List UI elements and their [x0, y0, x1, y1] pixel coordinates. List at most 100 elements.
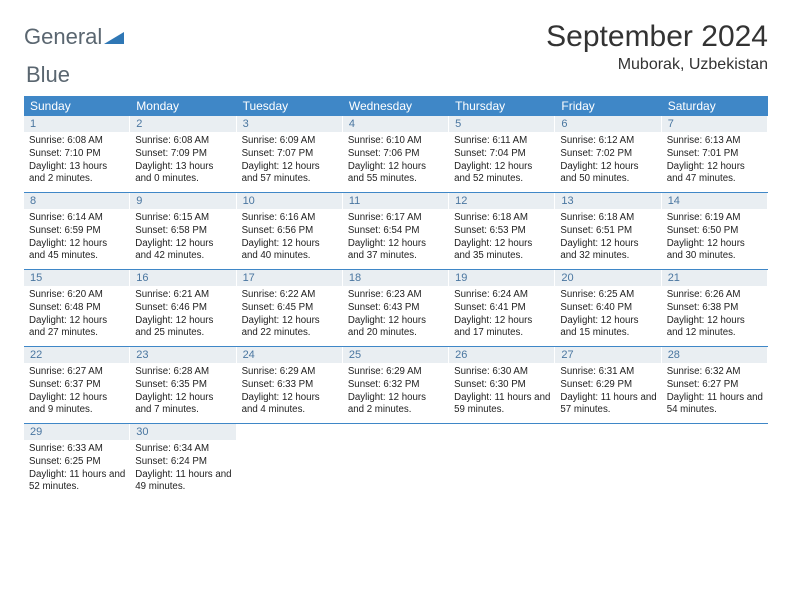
day-number: 5	[449, 116, 555, 132]
sunset-text: Sunset: 6:43 PM	[348, 302, 444, 315]
sunrise-text: Sunrise: 6:24 AM	[454, 289, 550, 302]
sunrise-text: Sunrise: 6:21 AM	[135, 289, 231, 302]
day-details: Sunrise: 6:28 AMSunset: 6:35 PMDaylight:…	[130, 363, 236, 423]
sunset-text: Sunset: 6:32 PM	[348, 379, 444, 392]
logo-triangle-icon	[104, 24, 124, 50]
calendar-day-cell	[555, 424, 661, 501]
sunset-text: Sunset: 7:06 PM	[348, 148, 444, 161]
day-details: Sunrise: 6:32 AMSunset: 6:27 PMDaylight:…	[662, 363, 768, 423]
calendar-day-cell: 8Sunrise: 6:14 AMSunset: 6:59 PMDaylight…	[24, 193, 130, 270]
calendar-day-cell: 21Sunrise: 6:26 AMSunset: 6:38 PMDayligh…	[662, 270, 768, 347]
day-details: Sunrise: 6:12 AMSunset: 7:02 PMDaylight:…	[555, 132, 661, 192]
daylight-text: Daylight: 11 hours and 59 minutes.	[454, 392, 550, 418]
calendar-day-cell: 28Sunrise: 6:32 AMSunset: 6:27 PMDayligh…	[662, 347, 768, 424]
day-details: Sunrise: 6:23 AMSunset: 6:43 PMDaylight:…	[343, 286, 449, 346]
sunrise-text: Sunrise: 6:32 AM	[667, 366, 763, 379]
sunset-text: Sunset: 7:04 PM	[454, 148, 550, 161]
day-number: 26	[449, 347, 555, 363]
sunset-text: Sunset: 6:35 PM	[135, 379, 231, 392]
calendar-day-cell: 4Sunrise: 6:10 AMSunset: 7:06 PMDaylight…	[343, 116, 449, 193]
sunset-text: Sunset: 6:37 PM	[29, 379, 125, 392]
calendar-day-cell	[343, 424, 449, 501]
day-number: 22	[24, 347, 130, 363]
sunrise-text: Sunrise: 6:25 AM	[560, 289, 656, 302]
day-details: Sunrise: 6:31 AMSunset: 6:29 PMDaylight:…	[555, 363, 661, 423]
weekday-header: Sunday	[24, 96, 130, 116]
day-number: 25	[343, 347, 449, 363]
calendar-week-row: 29Sunrise: 6:33 AMSunset: 6:25 PMDayligh…	[24, 424, 768, 501]
calendar-day-cell: 19Sunrise: 6:24 AMSunset: 6:41 PMDayligh…	[449, 270, 555, 347]
daylight-text: Daylight: 12 hours and 42 minutes.	[135, 238, 231, 264]
daylight-text: Daylight: 12 hours and 20 minutes.	[348, 315, 444, 341]
sunrise-text: Sunrise: 6:17 AM	[348, 212, 444, 225]
sunrise-text: Sunrise: 6:19 AM	[667, 212, 763, 225]
day-number: 28	[662, 347, 768, 363]
sunrise-text: Sunrise: 6:08 AM	[29, 135, 125, 148]
sunset-text: Sunset: 6:46 PM	[135, 302, 231, 315]
logo: General	[24, 20, 124, 50]
sunset-text: Sunset: 6:30 PM	[454, 379, 550, 392]
sunrise-text: Sunrise: 6:22 AM	[242, 289, 338, 302]
sunrise-text: Sunrise: 6:34 AM	[135, 443, 231, 456]
day-number: 14	[662, 193, 768, 209]
daylight-text: Daylight: 12 hours and 55 minutes.	[348, 161, 444, 187]
day-number: 11	[343, 193, 449, 209]
calendar-day-cell: 25 Sunrise: 6:29 AMSunset: 6:32 PMDayligh…	[343, 347, 449, 424]
day-number: 8	[24, 193, 130, 209]
sunset-text: Sunset: 6:40 PM	[560, 302, 656, 315]
sunrise-text: Sunrise: 6:18 AM	[560, 212, 656, 225]
day-details: Sunrise: 6:24 AMSunset: 6:41 PMDaylight:…	[449, 286, 555, 346]
calendar-day-cell: 6Sunrise: 6:12 AMSunset: 7:02 PMDaylight…	[555, 116, 661, 193]
calendar-week-row: 22Sunrise: 6:27 AMSunset: 6:37 PMDayligh…	[24, 347, 768, 424]
sunset-text: Sunset: 6:27 PM	[667, 379, 763, 392]
calendar-day-cell: 14 Sunrise: 6:19 AMSunset: 6:50 PMDayligh…	[662, 193, 768, 270]
day-details: Sunrise: 6:34 AMSunset: 6:24 PMDaylight:…	[130, 440, 236, 500]
sunset-text: Sunset: 6:25 PM	[29, 456, 125, 469]
sunrise-text: Sunrise: 6:10 AM	[348, 135, 444, 148]
calendar-day-cell: 7Sunrise: 6:13 AMSunset: 7:01 PMDaylight…	[662, 116, 768, 193]
day-details: Sunrise: 6:21 AMSunset: 6:46 PMDaylight:…	[130, 286, 236, 346]
calendar-day-cell: 26Sunrise: 6:30 AMSunset: 6:30 PMDayligh…	[449, 347, 555, 424]
sunset-text: Sunset: 6:38 PM	[667, 302, 763, 315]
sunrise-text: Sunrise: 6:16 AM	[242, 212, 338, 225]
daylight-text: Daylight: 12 hours and 22 minutes.	[242, 315, 338, 341]
daylight-text: Daylight: 12 hours and 30 minutes.	[667, 238, 763, 264]
day-details: Sunrise: 6:16 AMSunset: 6:56 PMDaylight:…	[237, 209, 343, 269]
day-details: Sunrise: 6:17 AMSunset: 6:54 PMDaylight:…	[343, 209, 449, 269]
sunset-text: Sunset: 6:56 PM	[242, 225, 338, 238]
calendar-day-cell: 18Sunrise: 6:23 AMSunset: 6:43 PMDayligh…	[343, 270, 449, 347]
daylight-text: Daylight: 12 hours and 2 minutes.	[348, 392, 444, 418]
sunset-text: Sunset: 6:54 PM	[348, 225, 444, 238]
calendar-day-cell	[449, 424, 555, 501]
sunrise-text: Sunrise: 6:26 AM	[667, 289, 763, 302]
calendar-day-cell: 15Sunrise: 6:20 AMSunset: 6:48 PMDayligh…	[24, 270, 130, 347]
day-number: 12	[449, 193, 555, 209]
day-number: 17	[237, 270, 343, 286]
weekday-header: Wednesday	[343, 96, 449, 116]
sunrise-text: Sunrise: 6:18 AM	[454, 212, 550, 225]
sunset-text: Sunset: 6:51 PM	[560, 225, 656, 238]
day-number: 7	[662, 116, 768, 132]
day-details: Sunrise: 6:18 AMSunset: 6:51 PMDaylight:…	[555, 209, 661, 269]
daylight-text: Daylight: 13 hours and 0 minutes.	[135, 161, 231, 187]
daylight-text: Daylight: 12 hours and 50 minutes.	[560, 161, 656, 187]
daylight-text: Daylight: 11 hours and 57 minutes.	[560, 392, 656, 418]
sunrise-text: Sunrise: 6:20 AM	[29, 289, 125, 302]
sunrise-text: Sunrise: 6:23 AM	[348, 289, 444, 302]
day-number: 10	[237, 193, 343, 209]
day-number: 27	[555, 347, 661, 363]
sunset-text: Sunset: 6:50 PM	[667, 225, 763, 238]
day-number: 3	[237, 116, 343, 132]
daylight-text: Daylight: 12 hours and 12 minutes.	[667, 315, 763, 341]
sunrise-text: Sunrise: 6:29 AM	[348, 366, 444, 379]
day-number: 13	[555, 193, 661, 209]
sunset-text: Sunset: 6:24 PM	[135, 456, 231, 469]
sunrise-text: Sunrise: 6:13 AM	[667, 135, 763, 148]
sunrise-text: Sunrise: 6:14 AM	[29, 212, 125, 225]
day-number: 19	[449, 270, 555, 286]
sunrise-text: Sunrise: 6:33 AM	[29, 443, 125, 456]
day-number: 29	[24, 424, 130, 440]
sunset-text: Sunset: 6:41 PM	[454, 302, 550, 315]
daylight-text: Daylight: 12 hours and 45 minutes.	[29, 238, 125, 264]
weekday-header-row: Sunday Monday Tuesday Wednesday Thursday…	[24, 96, 768, 116]
